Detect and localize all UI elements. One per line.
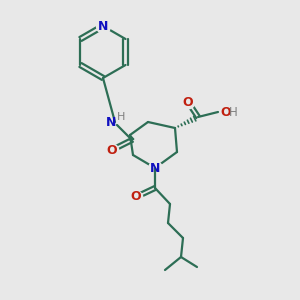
Text: O: O — [107, 143, 117, 157]
Text: O: O — [220, 106, 231, 118]
Text: N: N — [106, 116, 116, 128]
Text: N: N — [150, 161, 160, 175]
Polygon shape — [130, 135, 134, 141]
Text: H: H — [117, 112, 125, 122]
Text: H: H — [229, 106, 238, 118]
Text: N: N — [98, 20, 108, 32]
Text: O: O — [131, 190, 141, 203]
Text: O: O — [183, 95, 193, 109]
